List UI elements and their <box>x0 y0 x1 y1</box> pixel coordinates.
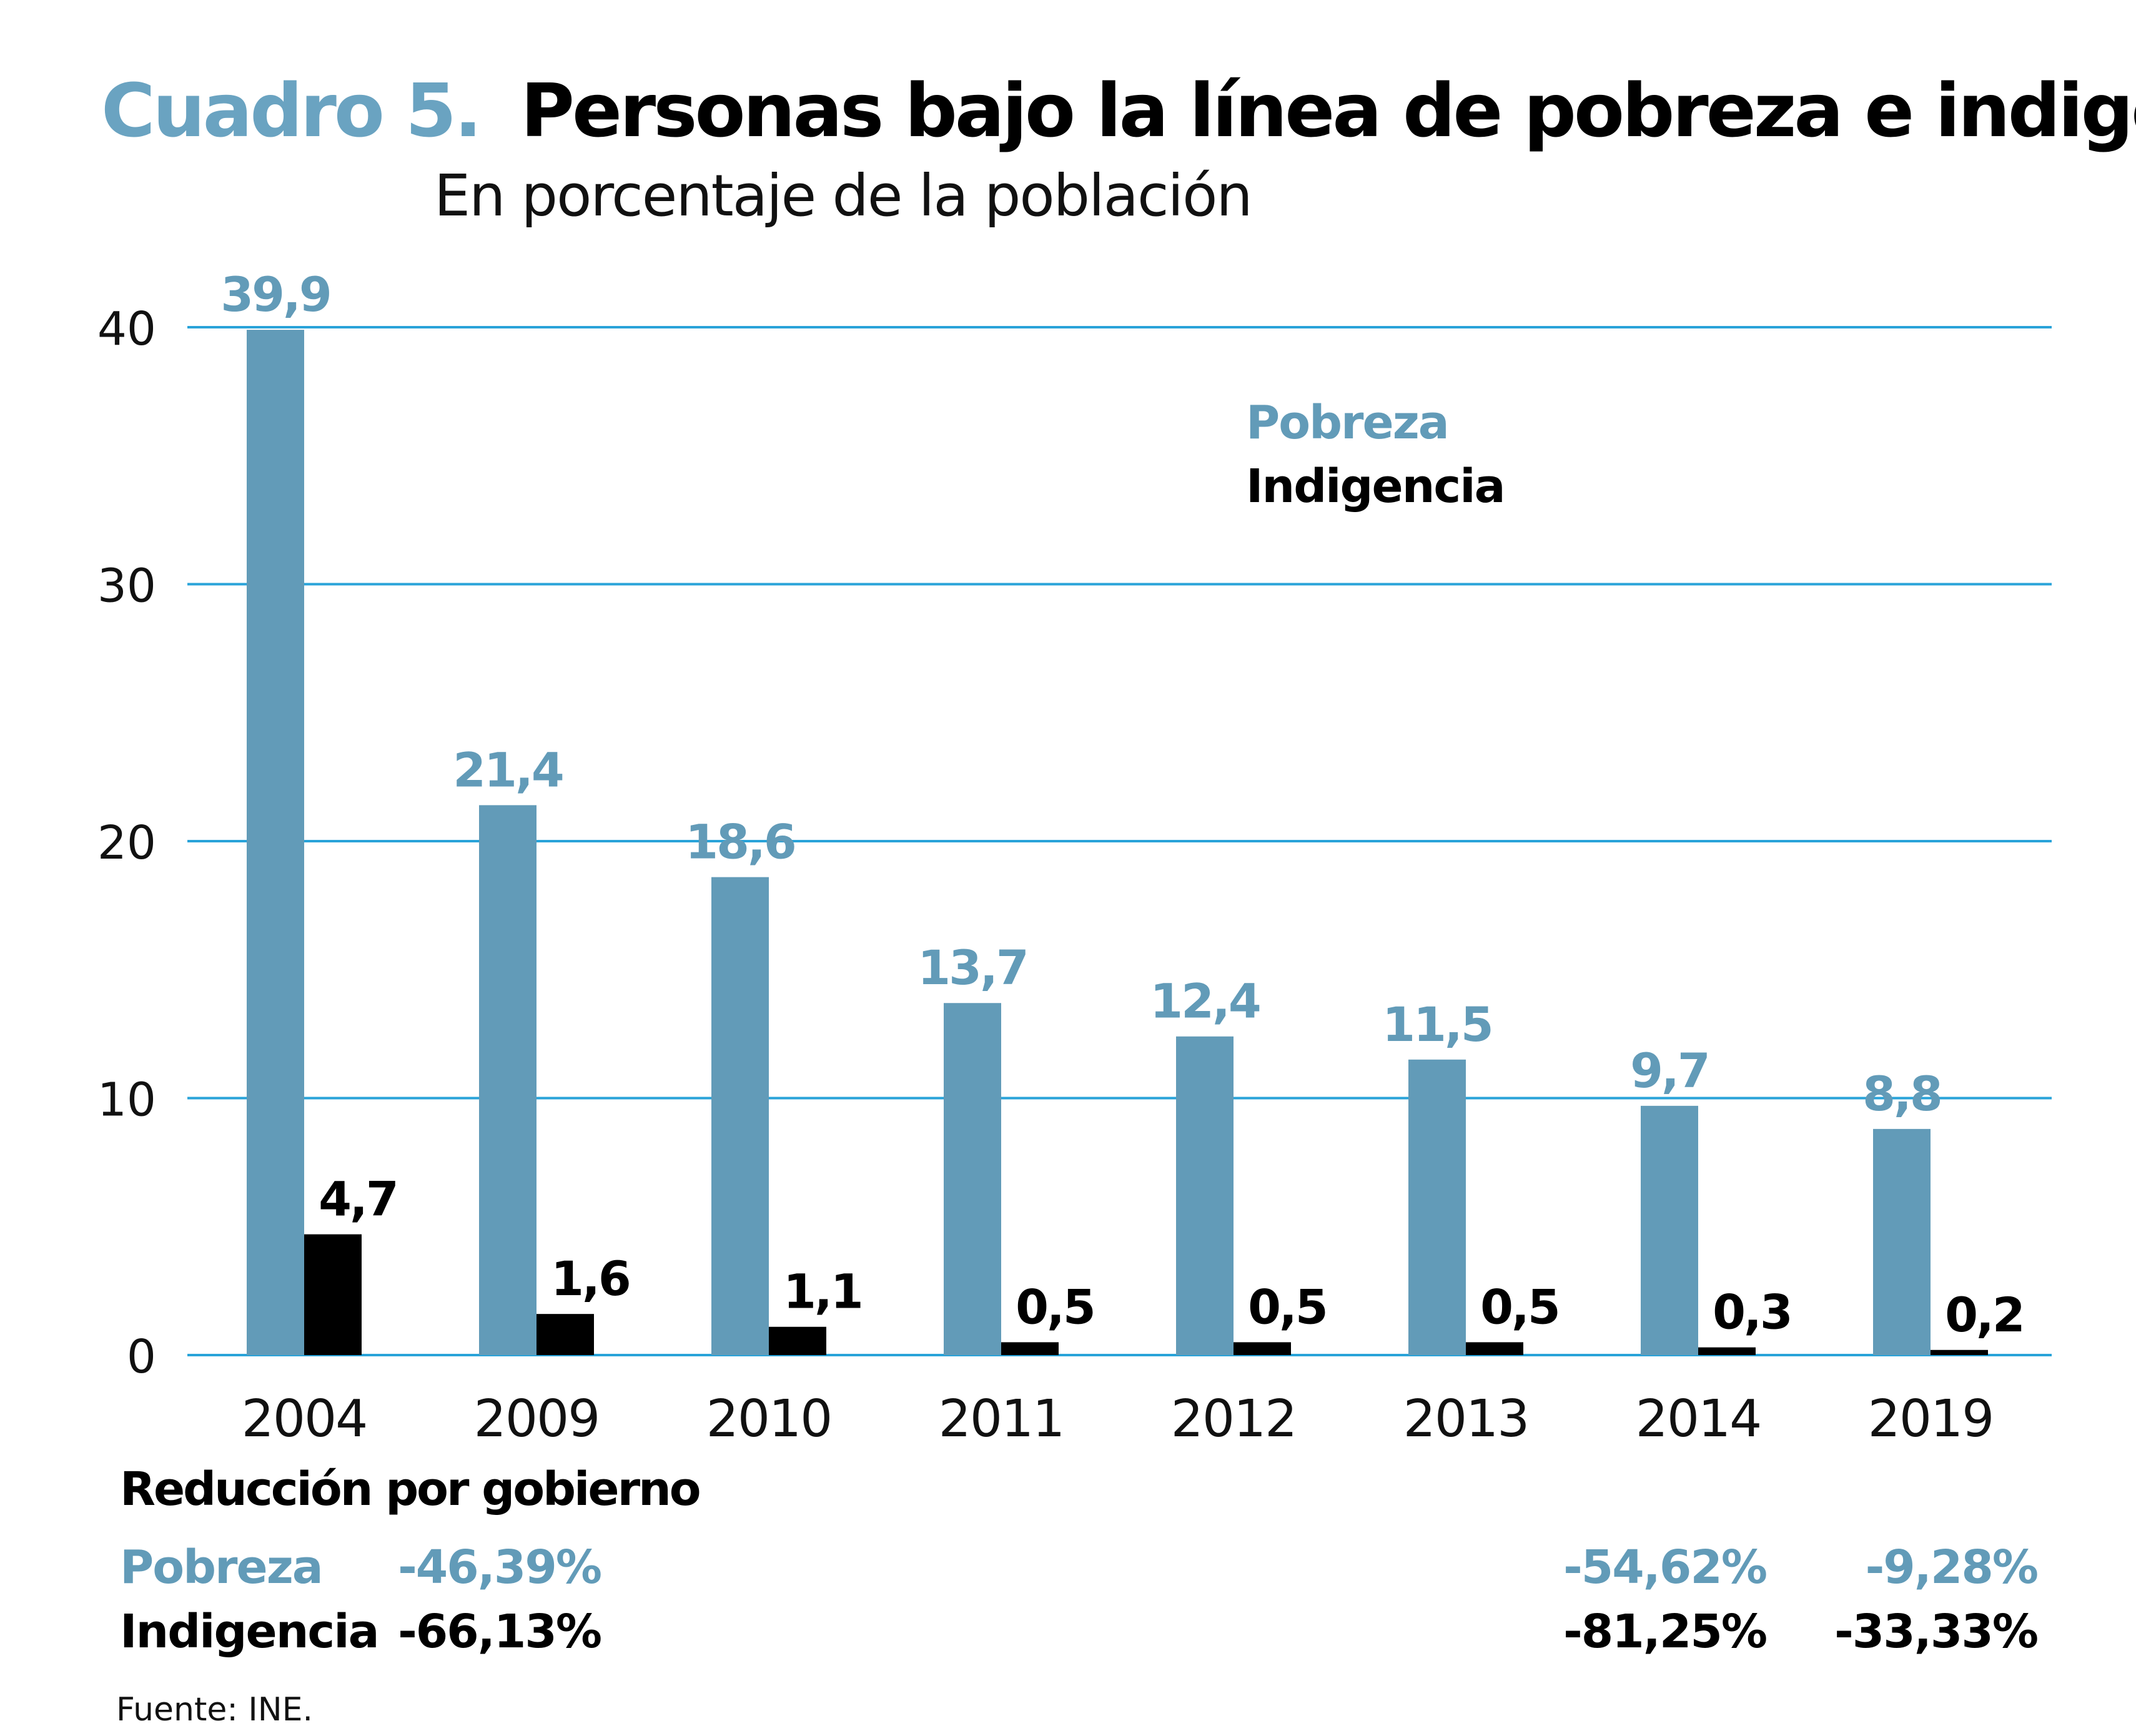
label-indigencia-2012: 0,5 <box>1248 1279 1327 1334</box>
x-axis-ticks: 2004 2009 2010 2011 2012 2013 2014 2019 <box>242 1389 1995 1449</box>
legend: Pobreza Indigencia <box>1246 396 1506 513</box>
title-prefix: Cuadro 5. <box>101 67 480 154</box>
bar-pobreza-2009 <box>479 805 536 1355</box>
y-tick-label: 30 <box>97 560 156 613</box>
label-pobreza-2009: 21,4 <box>453 742 563 797</box>
chart-subtitle: En porcentaje de la población <box>434 162 1252 229</box>
reduction-heading: Reducción por gobierno <box>120 1462 700 1516</box>
x-tick-label-2011: 2011 <box>939 1389 1064 1449</box>
bar-pobreza-2019 <box>1873 1128 1931 1355</box>
label-pobreza-2013: 11,5 <box>1382 997 1492 1052</box>
label-indigencia-2014: 0,3 <box>1713 1285 1791 1340</box>
bar-indigencia-2004 <box>304 1234 362 1355</box>
reduction-pobreza-2009: -46,39% <box>398 1541 601 1594</box>
label-indigencia-2010: 1,1 <box>783 1264 862 1319</box>
reduction-row-label-indigencia: Indigencia <box>120 1605 378 1659</box>
source-note: Fuente: INE. <box>116 1691 313 1729</box>
bar-indigencia-2014 <box>1698 1347 1756 1355</box>
reduction-table: Reducción por gobierno Pobreza Indigenci… <box>120 1462 2039 1659</box>
bar-pobreza-2011 <box>944 1003 1001 1355</box>
label-pobreza-2010: 18,6 <box>685 814 795 870</box>
x-tick-label-2019: 2019 <box>1868 1389 1994 1449</box>
y-tick-label: 0 <box>127 1330 156 1384</box>
x-tick-label-2010: 2010 <box>706 1389 832 1449</box>
legend-pobreza: Pobreza <box>1246 396 1448 450</box>
bar-pobreza-2013 <box>1408 1059 1466 1355</box>
title-main: Personas bajo la línea de pobreza e indi… <box>521 67 2136 154</box>
label-pobreza-2019: 8,8 <box>1862 1066 1941 1122</box>
bar-pobreza-2004 <box>247 330 304 1355</box>
label-pobreza-2004: 39,9 <box>220 267 330 322</box>
bar-indigencia-2009 <box>536 1314 594 1355</box>
reduction-pobreza-2014: -54,62% <box>1563 1541 1766 1594</box>
bars <box>247 330 1988 1355</box>
label-pobreza-2011: 13,7 <box>917 940 1027 995</box>
bar-indigencia-2013 <box>1466 1342 1523 1355</box>
label-indigencia-2011: 0,5 <box>1016 1279 1094 1334</box>
label-indigencia-2009: 1,6 <box>551 1251 630 1306</box>
x-tick-label-2012: 2012 <box>1171 1389 1297 1449</box>
y-tick-label: 20 <box>97 816 156 870</box>
legend-indigencia: Indigencia <box>1246 460 1505 513</box>
bar-pobreza-2012 <box>1176 1036 1234 1355</box>
y-tick-label: 10 <box>97 1073 156 1127</box>
reduction-pobreza-2019: -9,28% <box>1866 1541 2037 1594</box>
label-pobreza-2014: 9,7 <box>1630 1043 1709 1098</box>
x-tick-label-2013: 2013 <box>1403 1389 1529 1449</box>
bar-pobreza-2010 <box>711 877 769 1355</box>
label-indigencia-2004: 4,7 <box>319 1171 397 1227</box>
x-tick-label-2014: 2014 <box>1636 1389 1761 1449</box>
label-indigencia-2019: 0,2 <box>1945 1287 2024 1343</box>
y-tick-label: 40 <box>97 302 156 356</box>
reduction-indigencia-2014: -81,25% <box>1563 1605 1766 1659</box>
reduction-indigencia-2009: -66,13% <box>398 1605 601 1659</box>
reduction-row-label-pobreza: Pobreza <box>120 1541 322 1594</box>
bar-indigencia-2010 <box>769 1326 826 1355</box>
y-axis-ticks: 0 10 20 30 40 <box>97 302 156 1384</box>
data-labels: 39,9 4,7 21,4 1,6 18,6 1,1 13,7 0,5 12,4 0,5 11,5 0… <box>220 267 2025 1343</box>
reduction-indigencia-2019: -33,33% <box>1834 1605 2037 1659</box>
bar-pobreza-2014 <box>1641 1105 1698 1355</box>
label-pobreza-2012: 12,4 <box>1150 974 1260 1029</box>
x-tick-label-2009: 2009 <box>474 1389 600 1449</box>
label-indigencia-2013: 0,5 <box>1480 1279 1559 1334</box>
bar-indigencia-2019 <box>1931 1349 1988 1355</box>
bar-indigencia-2011 <box>1001 1342 1059 1355</box>
x-tick-label-2004: 2004 <box>242 1389 367 1449</box>
chart-title: Cuadro 5. Personas bajo la línea de pobr… <box>101 67 2136 154</box>
bar-indigencia-2012 <box>1234 1342 1291 1355</box>
